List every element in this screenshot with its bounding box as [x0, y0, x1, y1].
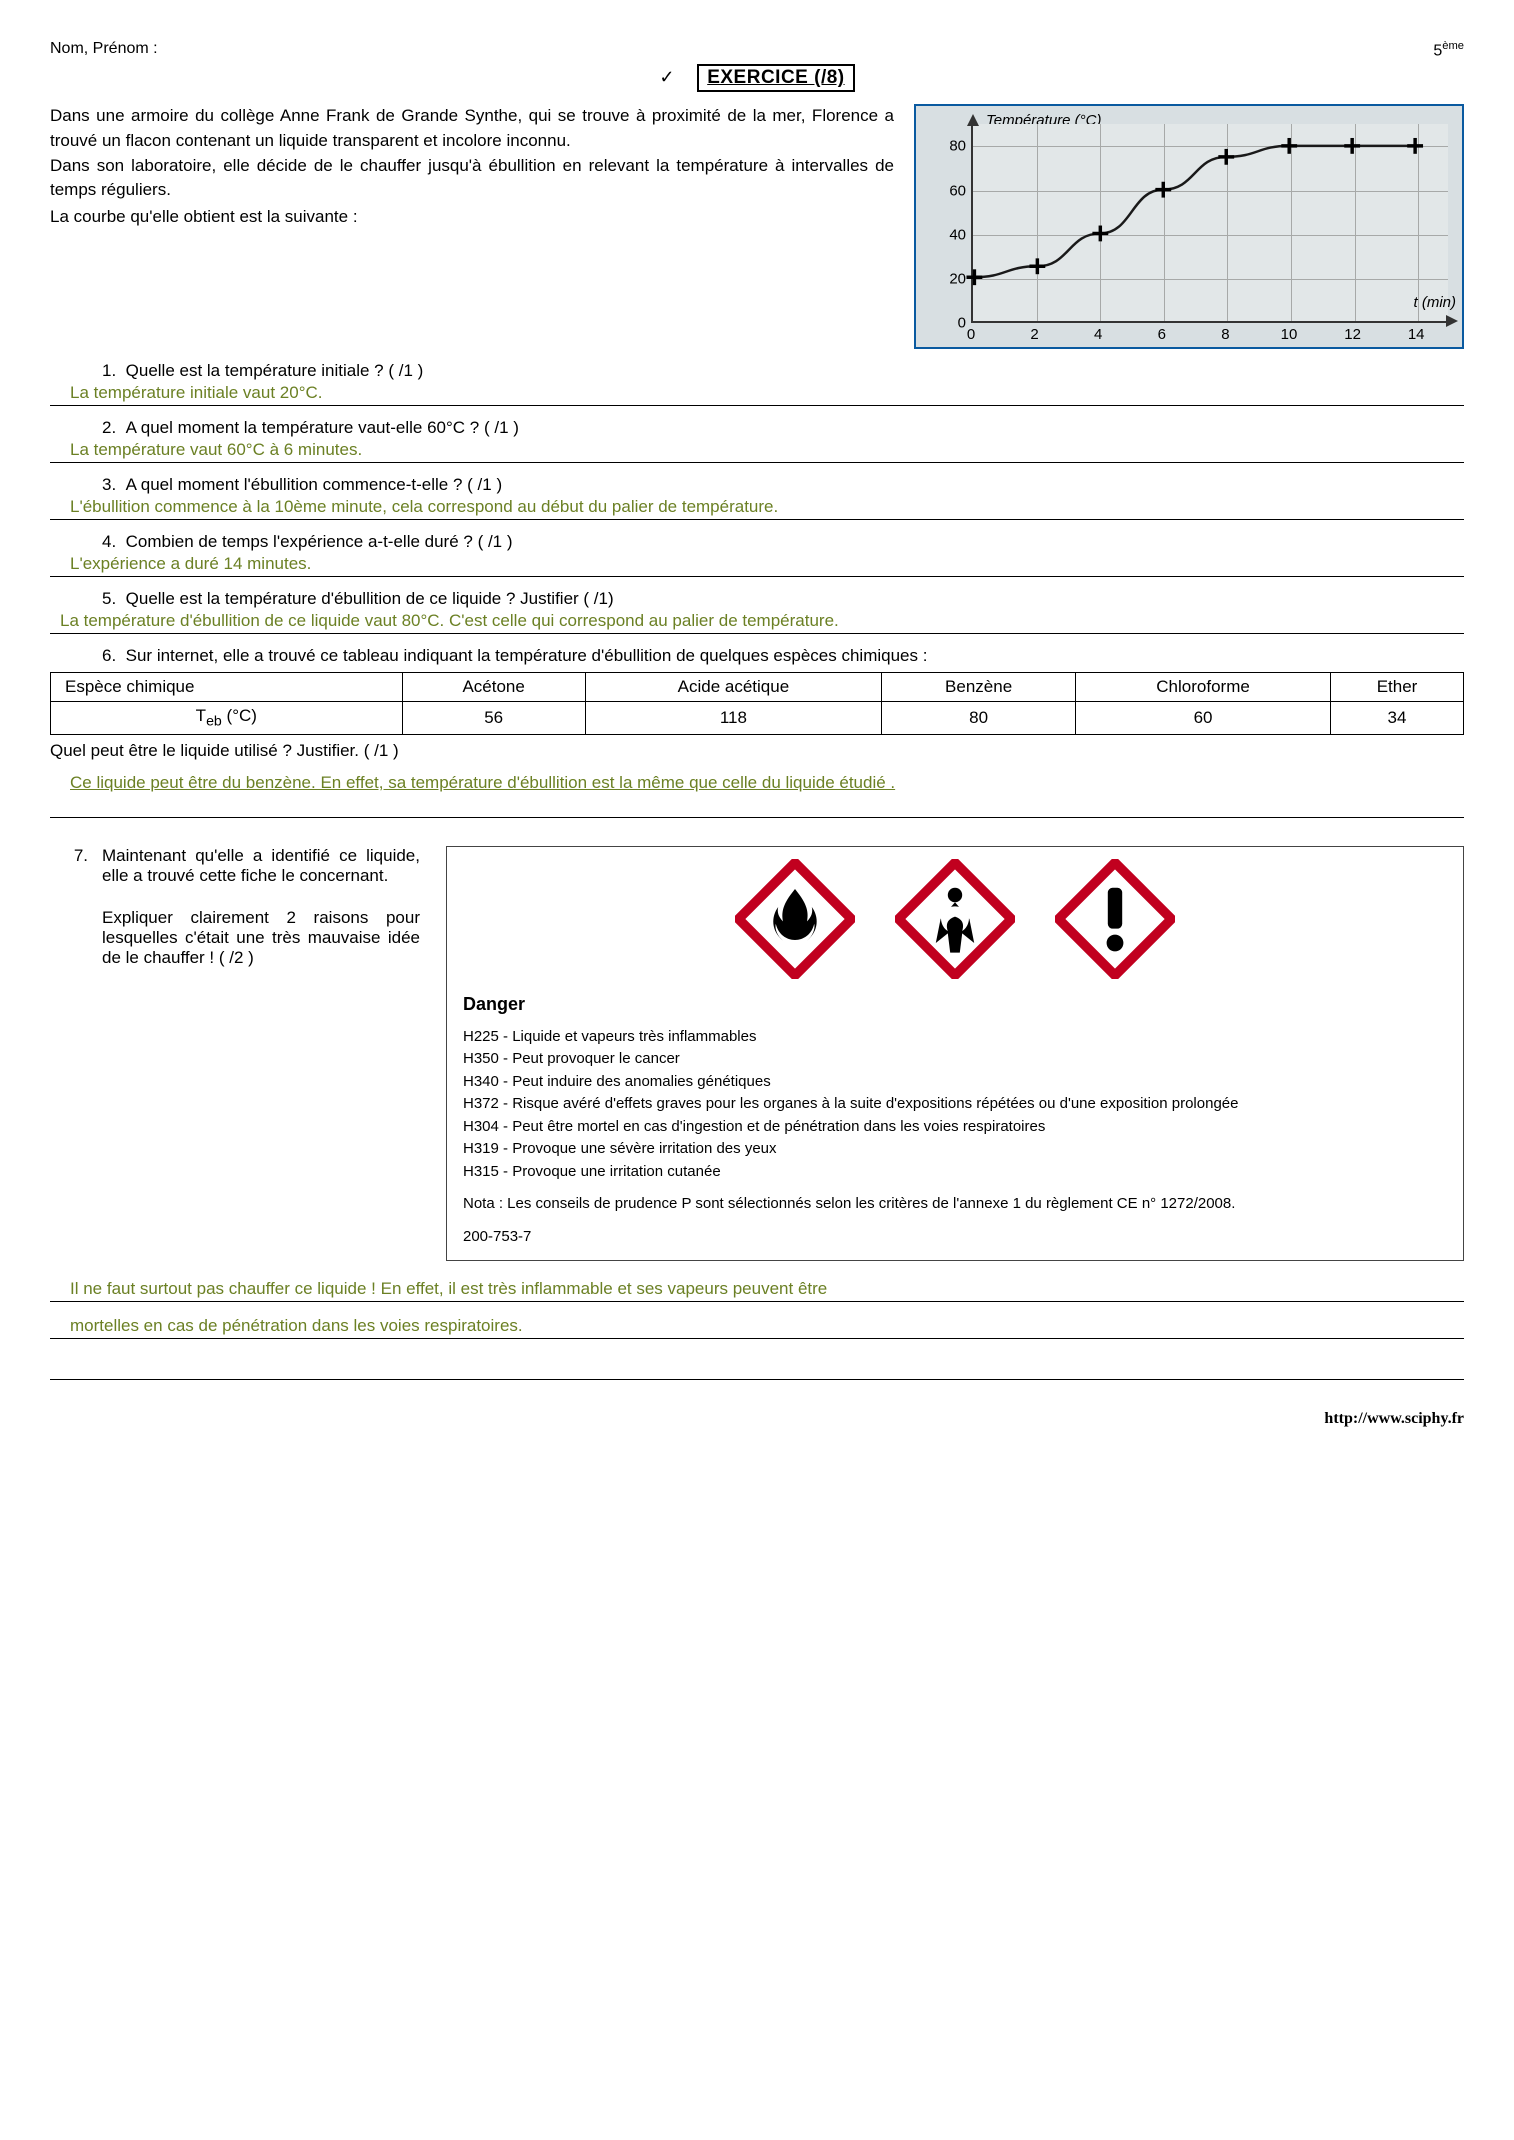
- danger-line: H340 - Peut induire des anomalies généti…: [463, 1071, 1447, 1094]
- rule: [50, 462, 1464, 463]
- exercise-title: EXERCICE (/8): [697, 64, 854, 92]
- danger-sheet: Danger H225 - Liquide et vapeurs très in…: [446, 846, 1464, 1262]
- footer-url: http://www.sciphy.fr: [50, 1410, 1464, 1428]
- rule: [50, 817, 1464, 818]
- question-5: 5. Quelle est la température d'ébullitio…: [102, 589, 1464, 609]
- danger-line: H319 - Provoque une sévère irritation de…: [463, 1138, 1447, 1161]
- exclamation-icon: [1055, 859, 1175, 979]
- answer-7-line2: mortelles en cas de pénétration dans les…: [50, 1316, 1464, 1336]
- flammable-icon: [735, 859, 855, 979]
- rule: [50, 633, 1464, 634]
- table-header-species: Espèce chimique: [51, 673, 403, 702]
- question-4: 4. Combien de temps l'expérience a-t-ell…: [102, 532, 1464, 552]
- intro-p1: Dans une armoire du collège Anne Frank d…: [50, 104, 894, 153]
- page-header: Nom, Prénom : 5ème: [50, 40, 1464, 60]
- question-1: 1. Quelle est la température initiale ? …: [102, 361, 1464, 381]
- danger-line: H350 - Peut provoquer le cancer: [463, 1048, 1447, 1071]
- name-label: Nom, Prénom :: [50, 40, 158, 60]
- intro-text: Dans une armoire du collège Anne Frank d…: [50, 104, 894, 229]
- danger-line: H315 - Provoque une irritation cutanée: [463, 1161, 1447, 1184]
- answer-3: L'ébullition commence à la 10ème minute,…: [50, 497, 1464, 517]
- danger-nota: Nota : Les conseils de prudence P sont s…: [463, 1193, 1447, 1216]
- answer-6: Ce liquide peut être du benzène. En effe…: [50, 773, 1464, 793]
- question-6-followup: Quel peut être le liquide utilisé ? Just…: [50, 741, 1464, 761]
- title-row: ✓ EXERCICE (/8): [50, 64, 1464, 92]
- chart-xlabel: t (min): [1414, 294, 1457, 311]
- intro-p3: La courbe qu'elle obtient est la suivant…: [50, 205, 894, 230]
- boiling-point-table: Espèce chimique Acétone Acide acétique B…: [50, 672, 1464, 734]
- question-3: 3. A quel moment l'ébullition commence-t…: [102, 475, 1464, 495]
- rule: [50, 1301, 1464, 1302]
- rule: [50, 1379, 1464, 1380]
- answer-1: La température initiale vaut 20°C.: [50, 383, 1464, 403]
- danger-title: Danger: [463, 991, 1447, 1018]
- check-icon: ✓: [659, 67, 674, 88]
- rule: [50, 1338, 1464, 1339]
- danger-line: H304 - Peut être mortel en cas d'ingesti…: [463, 1116, 1447, 1139]
- table-header-teb: Teb (°C): [51, 702, 403, 734]
- grade-label: 5ème: [1433, 40, 1464, 60]
- answer-7-line1: Il ne faut surtout pas chauffer ce liqui…: [50, 1279, 1464, 1299]
- answer-2: La température vaut 60°C à 6 minutes.: [50, 440, 1464, 460]
- danger-line: H372 - Risque avéré d'effets graves pour…: [463, 1093, 1447, 1116]
- table-row: Teb (°C) 56 118 80 60 34: [51, 702, 1464, 734]
- rule: [50, 519, 1464, 520]
- answer-4: L'expérience a duré 14 minutes.: [50, 554, 1464, 574]
- intro-p2: Dans son laboratoire, elle décide de le …: [50, 154, 894, 203]
- rule: [50, 405, 1464, 406]
- answer-5: La température d'ébullition de ce liquid…: [50, 611, 1464, 631]
- danger-code: 200-753-7: [463, 1226, 1447, 1249]
- question-6: 6. Sur internet, elle a trouvé ce tablea…: [102, 646, 1464, 666]
- table-row: Espèce chimique Acétone Acide acétique B…: [51, 673, 1464, 702]
- temperature-chart: Température (°C) t (min) 020406080024681…: [914, 104, 1464, 349]
- question-7: 7.Maintenant qu'elle a identifié ce liqu…: [50, 846, 420, 968]
- danger-line: H225 - Liquide et vapeurs très inflammab…: [463, 1026, 1447, 1049]
- rule: [50, 576, 1464, 577]
- question-2: 2. A quel moment la température vaut-ell…: [102, 418, 1464, 438]
- health-hazard-icon: [895, 859, 1015, 979]
